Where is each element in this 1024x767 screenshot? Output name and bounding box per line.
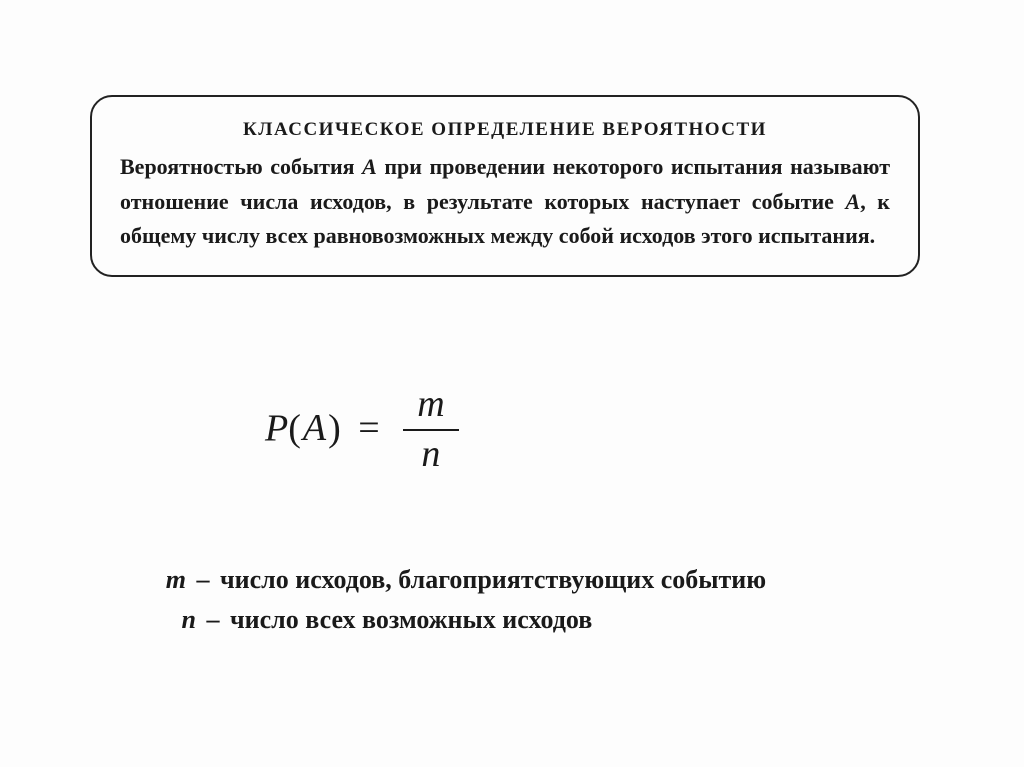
- page: КЛАССИЧЕСКОЕ ОПРЕДЕЛЕНИЕ ВЕРОЯТНОСТИ Вер…: [0, 0, 1024, 767]
- definition-text-part1: Вероятностью события: [120, 154, 362, 179]
- formula-denominator: n: [403, 431, 458, 477]
- legend-m-line: m – число исходов, благоприятствующих со…: [160, 560, 766, 600]
- legend-n-line: n – число всех возможных исходов: [160, 600, 766, 640]
- formula-equals: =: [350, 407, 387, 449]
- legend-n-var: n: [170, 600, 196, 640]
- legend-n-dash: –: [203, 605, 224, 634]
- legend-m-dash: –: [193, 565, 214, 594]
- legend-m-var: m: [160, 560, 186, 600]
- definition-body: Вероятностью события A при проведении не…: [120, 150, 890, 252]
- formula-A: A: [301, 407, 328, 449]
- legend-n-text: число всех возможных исходов: [230, 605, 592, 634]
- definition-title: КЛАССИЧЕСКОЕ ОПРЕДЕЛЕНИЕ ВЕРОЯТНОСТИ: [120, 115, 890, 144]
- definition-event-symbol: A: [362, 154, 377, 179]
- formula-open-paren: (: [288, 407, 301, 449]
- probability-formula: P(A) = m n: [265, 385, 459, 478]
- formula-P: P: [265, 407, 288, 449]
- formula-numerator: m: [403, 383, 458, 431]
- formula-fraction: m n: [403, 383, 458, 476]
- legend-m-text: число исходов, благоприятствующих событи…: [220, 565, 766, 594]
- definition-box: КЛАССИЧЕСКОЕ ОПРЕДЕЛЕНИЕ ВЕРОЯТНОСТИ Вер…: [90, 95, 920, 277]
- formula-close-paren: ): [328, 407, 341, 449]
- legend: m – число исходов, благоприятствующих со…: [160, 560, 766, 641]
- definition-event-symbol-2: A: [846, 189, 861, 214]
